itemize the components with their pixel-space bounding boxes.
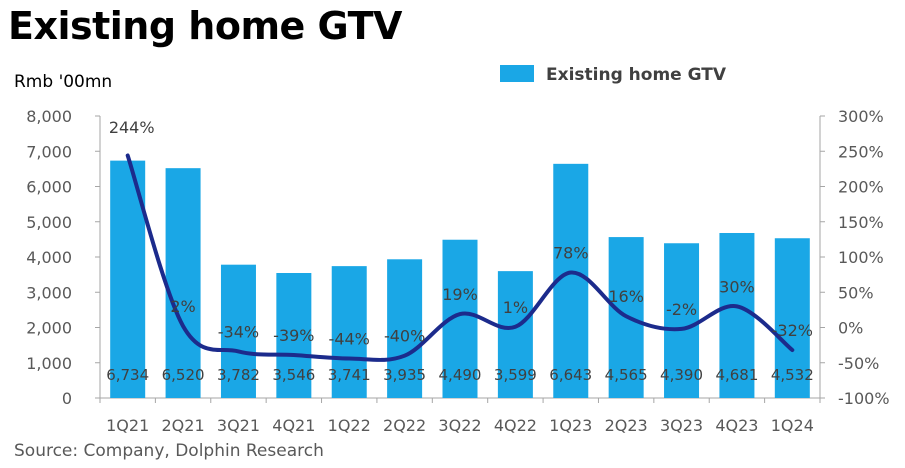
right-tick-label: 150% xyxy=(838,213,884,232)
gtv-bar xyxy=(719,232,755,398)
left-tick-label: 0 xyxy=(62,389,72,408)
yoy-growth-label: -32% xyxy=(772,321,813,340)
x-category-label: 2Q23 xyxy=(605,416,648,435)
yoy-growth-label: 16% xyxy=(608,287,644,306)
left-tick-label: 8,000 xyxy=(26,107,72,126)
yoy-growth-label: 78% xyxy=(553,244,589,263)
x-category-label: 1Q22 xyxy=(328,416,371,435)
x-category-label: 1Q21 xyxy=(106,416,149,435)
gtv-bar xyxy=(220,264,256,398)
legend-label: Existing home GTV xyxy=(546,65,727,85)
left-tick-label: 4,000 xyxy=(26,248,72,267)
x-category-label: 4Q23 xyxy=(715,416,758,435)
right-tick-label: -100% xyxy=(838,389,890,408)
gtv-bar xyxy=(331,266,367,398)
gtv-bar xyxy=(664,243,700,398)
legend-swatch xyxy=(500,65,534,82)
right-tick-label: 300% xyxy=(838,107,884,126)
bar-value-label: 4,490 xyxy=(439,366,482,384)
right-tick-label: 50% xyxy=(838,283,874,302)
yoy-growth-label: -34% xyxy=(218,322,259,341)
right-tick-label: 200% xyxy=(838,178,884,197)
gtv-bar xyxy=(276,273,312,398)
bar-value-label: 3,599 xyxy=(494,366,537,384)
bar-value-label: 4,532 xyxy=(771,366,814,384)
gtv-bar xyxy=(165,168,201,398)
yoy-growth-label: 30% xyxy=(719,277,755,296)
gtv-bar xyxy=(774,238,810,398)
yoy-growth-label: -2% xyxy=(666,300,697,319)
yoy-growth-label: -44% xyxy=(329,330,370,349)
right-tick-label: -50% xyxy=(838,354,879,373)
left-tick-label: 2,000 xyxy=(26,319,72,338)
gtv-bar xyxy=(387,259,423,398)
x-category-label: 1Q24 xyxy=(771,416,814,435)
right-tick-label: 250% xyxy=(838,142,884,161)
left-axis-unit-label: Rmb '00mn xyxy=(14,72,113,92)
bar-value-label: 4,565 xyxy=(605,366,648,384)
x-category-label: 3Q23 xyxy=(660,416,703,435)
x-category-label: 2Q22 xyxy=(383,416,426,435)
right-tick-label: 0% xyxy=(838,319,863,338)
yoy-growth-label: 2% xyxy=(170,297,195,316)
bar-value-label: 3,546 xyxy=(272,366,315,384)
left-tick-label: 5,000 xyxy=(26,213,72,232)
left-tick-label: 6,000 xyxy=(26,178,72,197)
gtv-bar xyxy=(497,271,533,398)
yoy-growth-label: -40% xyxy=(384,327,425,346)
yoy-growth-label: 1% xyxy=(503,298,528,317)
x-category-label: 1Q23 xyxy=(549,416,592,435)
bar-value-label: 6,520 xyxy=(162,366,205,384)
left-tick-label: 7,000 xyxy=(26,142,72,161)
bar-value-label: 6,734 xyxy=(106,366,149,384)
left-tick-label: 3,000 xyxy=(26,283,72,302)
yoy-growth-label: -39% xyxy=(273,326,314,345)
yoy-growth-label: 244% xyxy=(109,118,155,137)
x-category-label: 3Q21 xyxy=(217,416,260,435)
bar-value-label: 6,643 xyxy=(549,366,592,384)
x-category-label: 4Q21 xyxy=(272,416,315,435)
yoy-growth-label: 19% xyxy=(442,285,478,304)
chart-title: Existing home GTV xyxy=(8,4,402,48)
bar-value-label: 4,681 xyxy=(715,366,758,384)
left-tick-label: 1,000 xyxy=(26,354,72,373)
bar-value-label: 4,390 xyxy=(660,366,703,384)
source-note: Source: Company, Dolphin Research xyxy=(14,441,324,461)
x-category-label: 2Q21 xyxy=(162,416,205,435)
bar-value-label: 3,935 xyxy=(383,366,426,384)
x-category-label: 4Q22 xyxy=(494,416,537,435)
bar-value-label: 3,741 xyxy=(328,366,371,384)
right-tick-label: 100% xyxy=(838,248,884,267)
x-category-label: 3Q22 xyxy=(438,416,481,435)
bar-value-label: 3,782 xyxy=(217,366,260,384)
